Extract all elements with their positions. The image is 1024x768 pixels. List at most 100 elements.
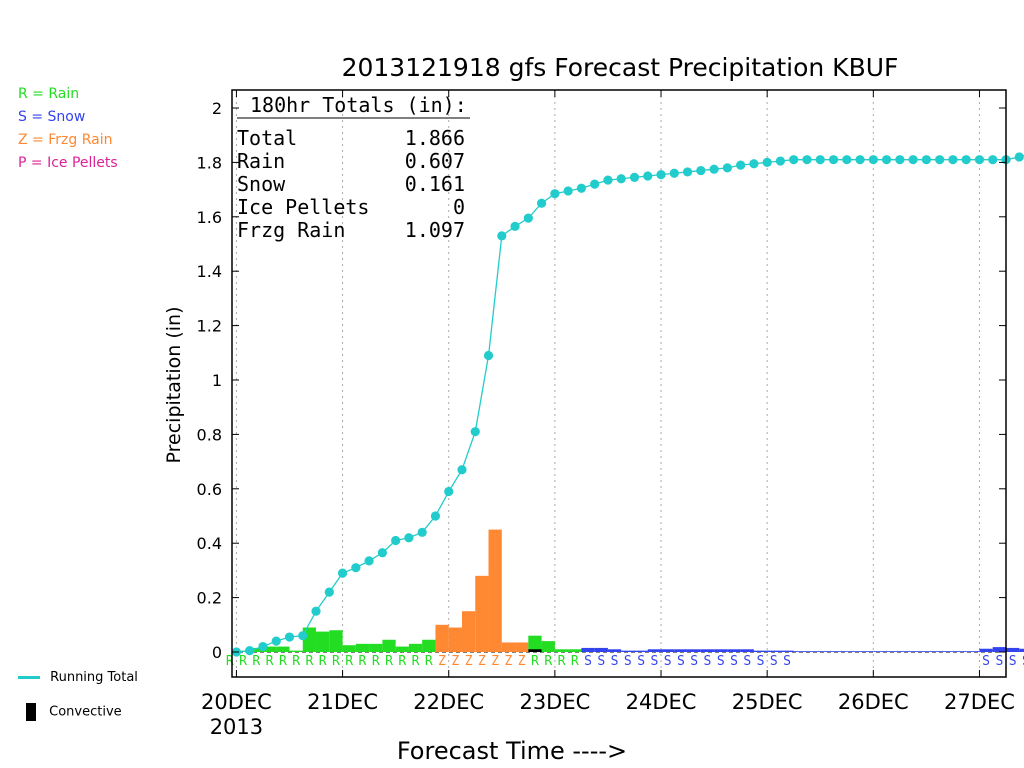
running-total-point xyxy=(550,189,560,199)
precip-bar xyxy=(289,650,303,652)
precip-type-letter: S xyxy=(584,654,592,669)
running-total-point xyxy=(563,186,573,196)
precip-type-letter: R xyxy=(279,654,287,669)
precip-bar xyxy=(435,624,449,652)
running-total-series xyxy=(231,152,1024,657)
precip-type-letter: R xyxy=(558,654,566,669)
running-total-point xyxy=(444,486,454,497)
convective-legend: Convective xyxy=(26,703,122,721)
totals-row-label: Ice Pellets xyxy=(237,195,369,219)
precip-bar xyxy=(568,649,582,652)
precip-bar xyxy=(249,647,263,652)
precip-type-letter: R xyxy=(292,654,300,669)
precip-bar xyxy=(528,635,542,652)
precip-type-letter: S xyxy=(637,654,645,669)
precip-type-letter: R xyxy=(398,654,406,669)
running-total-point xyxy=(298,631,308,641)
precip-bar xyxy=(355,643,370,652)
totals-row-value: 1.866 xyxy=(405,126,465,150)
x-axis-label: Forecast Time ----> xyxy=(397,737,627,765)
precip-bar xyxy=(992,647,1006,652)
running-total-point xyxy=(961,155,971,165)
precip-type-letter: R xyxy=(372,654,380,669)
precip-bar xyxy=(846,651,861,652)
chart-title: 2013121918 gfs Forecast Precipitation KB… xyxy=(342,53,899,82)
y-tick-label: 1.6 xyxy=(197,208,222,227)
y-tick-label: 0 xyxy=(212,643,222,662)
precip-bar xyxy=(276,646,290,652)
running-total-point xyxy=(523,213,533,223)
running-total-point xyxy=(802,155,812,165)
running-total-point xyxy=(908,155,918,165)
precip-bar xyxy=(422,639,436,652)
precip-type-letter: R xyxy=(531,654,539,669)
precip-bars xyxy=(236,529,1024,652)
precip-type-letter: S xyxy=(597,654,605,669)
precip-bar xyxy=(647,649,662,652)
running-total-point xyxy=(749,159,759,169)
totals-row-label: Rain xyxy=(237,149,285,173)
precip-type-letter: R xyxy=(544,654,552,669)
running-total-point xyxy=(576,183,587,193)
totals-box: 180hr Totals (in): Total 1.866 Rain 0.607 Sno… xyxy=(237,93,470,242)
precip-bar xyxy=(501,642,516,652)
precip-type-letter: S xyxy=(770,654,778,669)
x-tick-label: 26DEC xyxy=(838,690,909,714)
precip-bar xyxy=(448,627,462,652)
precip-type-letter: R xyxy=(226,654,234,669)
precip-bar xyxy=(634,650,648,652)
precip-type-letter: R xyxy=(385,654,393,669)
precip-type-letter: S xyxy=(783,654,791,669)
running-total-point xyxy=(682,167,693,177)
running-total-point xyxy=(603,175,613,185)
running-total-point xyxy=(271,636,281,646)
running-total-point xyxy=(842,155,852,165)
totals-row-value: 1.097 xyxy=(405,218,465,242)
x-tick-label: 20DEC xyxy=(201,690,272,714)
precip-type-letter: S xyxy=(650,654,658,669)
precip-bar xyxy=(860,651,874,652)
legend-ice-pellets: P = Ice Pellets xyxy=(18,155,118,171)
precip-bar xyxy=(979,648,993,652)
running-total-point xyxy=(868,155,878,165)
precip-bar xyxy=(316,631,330,652)
precip-type-letter: R xyxy=(332,654,340,669)
running-total-point xyxy=(483,350,494,361)
precip-type-letter: Z xyxy=(505,654,513,669)
y-tick-label: 1.2 xyxy=(197,317,222,336)
running-total-point xyxy=(775,156,786,166)
precip-type-letter: R xyxy=(266,654,274,669)
totals-row-value: 0.607 xyxy=(405,149,465,173)
precip-type-letter: S xyxy=(677,654,685,669)
precip-type-letter: R xyxy=(239,654,247,669)
precip-bar xyxy=(727,649,741,652)
precip-bar xyxy=(342,645,356,652)
precip-bar xyxy=(913,651,927,652)
precip-bar xyxy=(594,647,608,652)
running-total-point xyxy=(245,646,255,656)
running-total-point xyxy=(470,427,480,437)
totals-row-value: 0 xyxy=(453,195,465,219)
precip-type-letter: R xyxy=(252,654,260,669)
precip-bar xyxy=(395,646,409,652)
convective-swatch-icon xyxy=(26,703,36,721)
precip-type-legend: R = Rain S = Snow Z = Frzg Rain P = Ice … xyxy=(18,83,118,175)
running-total-point xyxy=(1014,152,1024,162)
y-tick-label: 1 xyxy=(212,371,222,390)
precip-bar xyxy=(661,649,675,652)
precip-bar xyxy=(541,641,555,652)
precip-bar xyxy=(1006,647,1020,652)
convective-bar xyxy=(528,649,542,652)
running-total-point xyxy=(391,535,401,546)
precip-type-letter: S xyxy=(664,654,672,669)
x-tick-label: 27DEC xyxy=(944,690,1015,714)
precip-bar xyxy=(966,651,980,652)
running-total-point xyxy=(616,174,626,184)
precip-type-letter: S xyxy=(982,654,990,669)
precip-type-letter: S xyxy=(995,654,1003,669)
y-tick-label: 2 xyxy=(212,99,222,118)
precip-bar xyxy=(674,649,688,652)
precip-bar xyxy=(382,639,396,652)
